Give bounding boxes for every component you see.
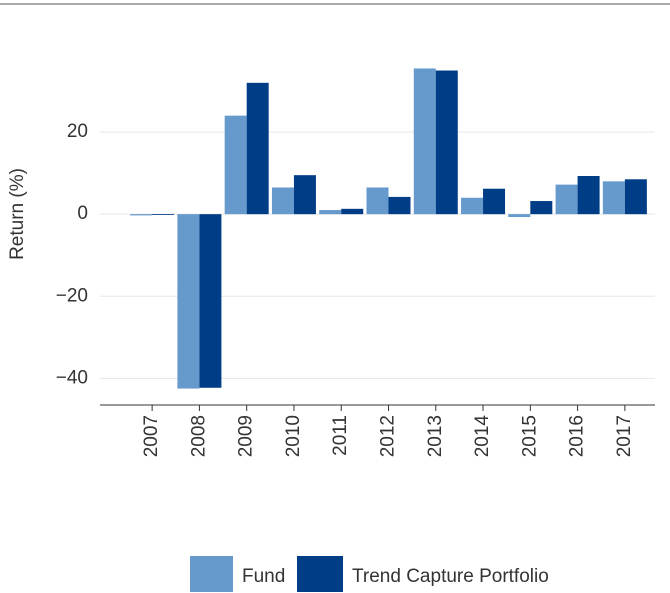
y-tick-label: −40 [56, 367, 88, 388]
bar [555, 184, 578, 215]
bar [271, 187, 294, 215]
bar [483, 188, 506, 215]
bar [508, 214, 531, 218]
y-tick-label: 20 [67, 121, 88, 142]
x-tick-label: 2017 [614, 415, 635, 457]
bar [130, 214, 153, 216]
bar [624, 179, 647, 215]
bar [152, 214, 175, 215]
legend-label: Fund [242, 566, 285, 587]
x-tick-label: 2007 [141, 415, 162, 457]
legend-swatch [297, 556, 343, 592]
x-tick-label: 2008 [188, 415, 209, 457]
bar [293, 175, 316, 215]
x-tick-label: 2013 [425, 415, 446, 457]
bar [461, 197, 484, 215]
bar [246, 82, 269, 215]
y-tick-label: −20 [56, 285, 88, 306]
x-tick-label: 2010 [283, 415, 304, 457]
bar [435, 70, 458, 215]
bar [366, 187, 389, 215]
bar [413, 68, 436, 215]
bar [530, 201, 553, 215]
bar [602, 181, 625, 215]
bar [177, 214, 200, 389]
bar [388, 196, 411, 215]
bar [341, 208, 364, 215]
y-tick-label: 0 [77, 203, 88, 224]
x-tick-label: 2015 [519, 415, 540, 457]
x-tick-label: 2014 [472, 415, 493, 458]
y-axis-label: Return (%) [7, 168, 28, 260]
x-tick-label: 2011 [330, 415, 351, 456]
legend-label: Trend Capture Portfolio [352, 566, 549, 587]
x-tick-label: 2009 [236, 415, 257, 457]
x-tick-label: 2016 [567, 415, 588, 457]
legend-swatch [190, 556, 233, 592]
bar [319, 210, 342, 215]
x-tick-label: 2012 [378, 415, 399, 457]
bar [577, 175, 600, 215]
bar [224, 115, 247, 215]
bar [199, 214, 222, 388]
